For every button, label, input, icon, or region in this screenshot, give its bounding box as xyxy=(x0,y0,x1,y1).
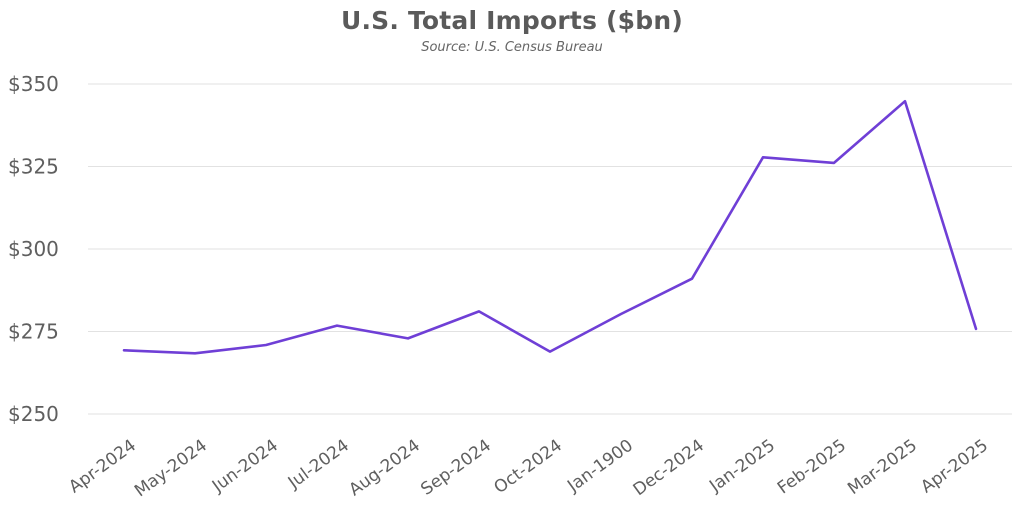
x-tick-label: Sep-2024 xyxy=(417,436,495,500)
x-tick-label: Feb-2025 xyxy=(774,436,850,499)
x-tick-label: Mar-2025 xyxy=(844,436,921,499)
x-tick-label: Apr-2025 xyxy=(917,436,992,498)
chart-subtitle: Source: U.S. Census Bureau xyxy=(421,40,603,55)
x-tick-label: Apr-2024 xyxy=(65,436,140,498)
x-tick-label: Oct-2024 xyxy=(490,436,566,498)
y-tick-label: $325 xyxy=(8,155,59,179)
y-tick-label: $350 xyxy=(8,72,59,96)
x-tick-label: May-2024 xyxy=(131,436,211,502)
chart-title: U.S. Total Imports ($bn) xyxy=(340,6,684,35)
x-tick-label: Jul-2024 xyxy=(284,436,353,494)
x-tick-label: Aug-2024 xyxy=(345,436,424,501)
series-line xyxy=(122,99,978,355)
gridlines xyxy=(88,83,1012,415)
series-layer xyxy=(122,99,978,355)
y-tick-label: $300 xyxy=(8,237,59,261)
y-tick-label: $275 xyxy=(8,320,59,344)
x-tick-label: Dec-2024 xyxy=(630,436,708,501)
x-tick-label: Jan-2025 xyxy=(705,436,779,497)
x-tick-label: Jun-2024 xyxy=(208,436,282,497)
y-tick-label: $250 xyxy=(8,402,59,426)
x-tick-label: Jan-1900 xyxy=(563,436,637,497)
y-axis-ticks: $250 $275 $300 $325 $350 xyxy=(8,72,59,426)
